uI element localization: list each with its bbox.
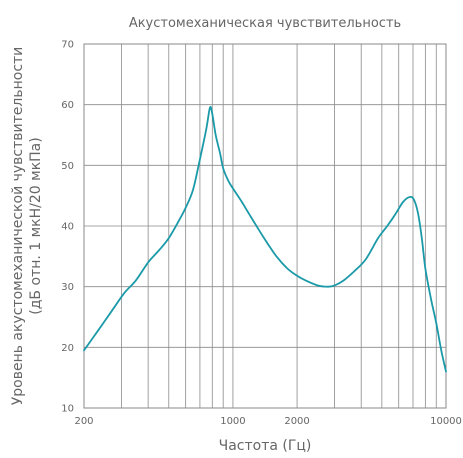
y-axis-title-line2: (дБ отн. 1 мкН/20 мкПа) — [28, 137, 44, 314]
y-tick-label: 30 — [61, 282, 74, 293]
x-tick-label: 1000 — [220, 416, 245, 427]
x-axis-title: Частота (Гц) — [219, 438, 312, 454]
y-tick-label: 10 — [61, 404, 74, 415]
y-tick-label: 60 — [61, 100, 74, 111]
y-tick-label: 50 — [61, 161, 74, 172]
series-layer — [83, 106, 447, 373]
x-tick-label: 2000 — [284, 416, 309, 427]
tick-labels: 10 20 30 40 50 60 70 200 1000 2000 10000 — [61, 40, 462, 428]
y-tick-label: 40 — [61, 222, 74, 233]
grid — [83, 43, 447, 409]
x-tick-label: 200 — [74, 416, 93, 427]
y-axis-title-line1: Уровень акустомеханической чувствительно… — [10, 47, 26, 406]
plot-frame — [83, 43, 447, 409]
y-tick-label: 20 — [61, 343, 74, 354]
x-tick-label: 10000 — [430, 416, 462, 427]
chart-title: Акустомеханическая чувствительность — [129, 16, 401, 31]
series-line — [83, 106, 447, 373]
y-tick-label: 70 — [61, 40, 74, 51]
